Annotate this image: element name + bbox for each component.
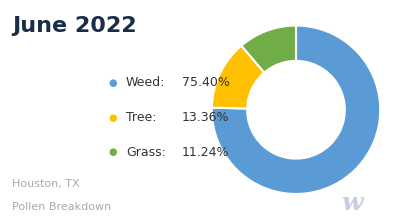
Wedge shape — [212, 26, 380, 194]
Text: Weed:: Weed: — [126, 76, 165, 89]
Text: w: w — [341, 191, 363, 215]
Text: 11.24%: 11.24% — [182, 146, 230, 159]
Text: ●: ● — [108, 113, 116, 123]
Text: 75.40%: 75.40% — [182, 76, 230, 89]
Text: Pollen Breakdown: Pollen Breakdown — [12, 202, 111, 212]
Text: 13.36%: 13.36% — [182, 111, 230, 124]
Text: Houston, TX: Houston, TX — [12, 179, 80, 189]
Text: Grass:: Grass: — [126, 146, 166, 159]
Wedge shape — [212, 46, 264, 109]
Text: ●: ● — [108, 78, 116, 88]
Text: Tree:: Tree: — [126, 111, 156, 124]
Text: June 2022: June 2022 — [12, 16, 137, 36]
Text: ●: ● — [108, 147, 116, 157]
Wedge shape — [241, 26, 296, 73]
